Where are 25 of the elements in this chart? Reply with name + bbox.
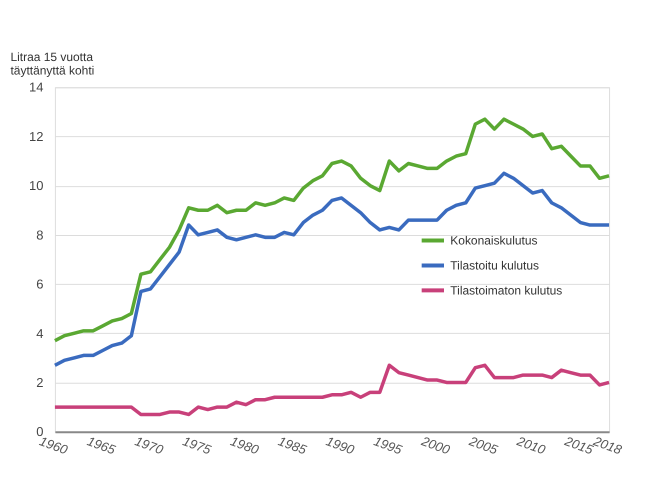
x-tick-label: 2005 [466, 433, 500, 458]
line-series [53, 364, 611, 416]
x-tick-label: 1985 [276, 433, 310, 458]
x-tick-label: 1965 [85, 433, 118, 458]
x-tick-label: 2010 [514, 433, 548, 458]
legend-label: Kokonaiskulutus [450, 233, 538, 248]
y-tick-label: 8 [36, 227, 44, 242]
x-tick-label: 2000 [418, 433, 453, 458]
x-tick-label: 1995 [372, 433, 405, 458]
x-tick-label: 1990 [324, 433, 358, 458]
y-tick-label: 10 [28, 178, 44, 194]
line-series [53, 117, 611, 342]
x-tick-label: 1980 [228, 433, 262, 458]
y-tick-label: 4 [36, 326, 44, 341]
y-tick-label: 0 [36, 424, 44, 440]
legend-label: Tilastoitu kulutus [450, 258, 540, 272]
y-axis-title: Litraa 15 vuotta täyttänyttä kohti [10, 50, 94, 78]
x-tick-label: 1970 [132, 433, 166, 458]
y-tick-label: 2 [36, 374, 44, 390]
y-tick-label: 14 [28, 80, 44, 95]
y-tick-label: 6 [36, 276, 44, 292]
x-tick-label: 1975 [180, 433, 214, 458]
legend-label: Tilastoimaton kulutus [450, 283, 562, 298]
y-tick-label: 12 [28, 128, 44, 144]
line-series [53, 172, 611, 368]
